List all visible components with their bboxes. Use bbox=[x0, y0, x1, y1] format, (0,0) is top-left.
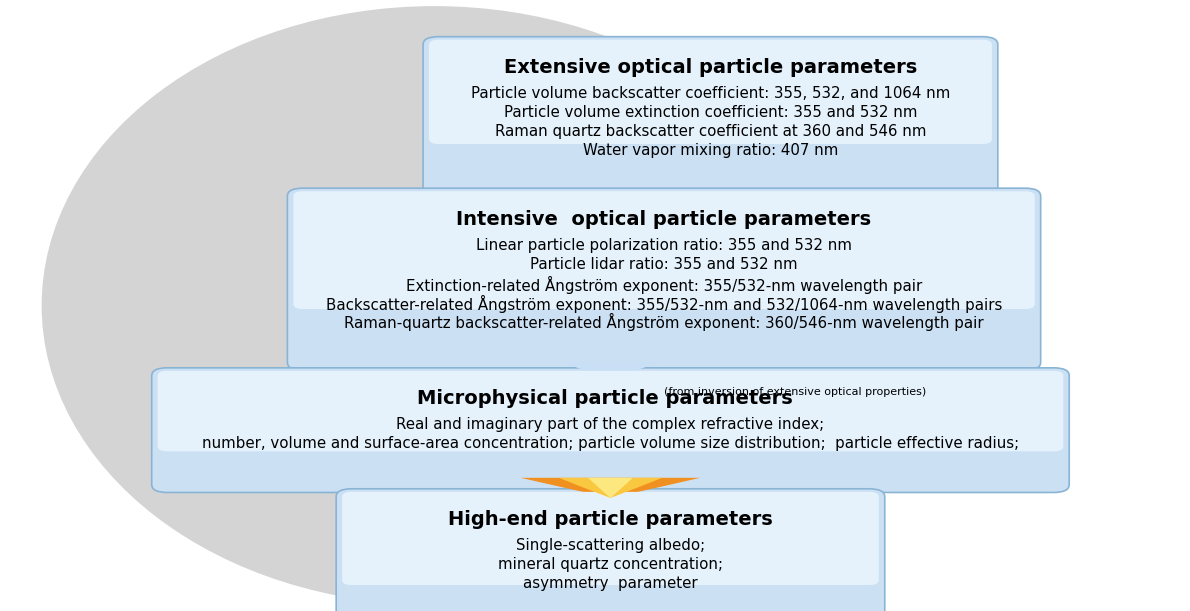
Text: Real and imaginary part of the complex refractive index;: Real and imaginary part of the complex r… bbox=[396, 417, 825, 433]
FancyBboxPatch shape bbox=[294, 191, 1035, 309]
FancyBboxPatch shape bbox=[152, 368, 1070, 492]
Polygon shape bbox=[519, 362, 702, 380]
Text: Extensive optical particle parameters: Extensive optical particle parameters bbox=[503, 58, 917, 77]
Polygon shape bbox=[477, 362, 744, 380]
FancyBboxPatch shape bbox=[343, 492, 878, 585]
Polygon shape bbox=[588, 478, 633, 498]
Text: Backscatter-related Ångström exponent: 355/532-nm and 532/1064-nm wavelength pai: Backscatter-related Ångström exponent: 3… bbox=[326, 295, 1002, 312]
Text: Water vapor mixing ratio: 407 nm: Water vapor mixing ratio: 407 nm bbox=[583, 143, 838, 158]
Text: Particle lidar ratio: 355 and 532 nm: Particle lidar ratio: 355 and 532 nm bbox=[531, 257, 797, 272]
Text: Raman-quartz backscatter-related Ångström exponent: 360/546-nm wavelength pair: Raman-quartz backscatter-related Ångströ… bbox=[344, 313, 984, 331]
Polygon shape bbox=[614, 194, 714, 213]
Text: mineral quartz concentration;: mineral quartz concentration; bbox=[497, 557, 724, 573]
Text: (from inversion of extensive optical properties): (from inversion of extensive optical pro… bbox=[664, 387, 926, 397]
Text: Particle volume extinction coefficient: 355 and 532 nm: Particle volume extinction coefficient: … bbox=[503, 105, 917, 120]
Text: Intensive  optical particle parameters: Intensive optical particle parameters bbox=[457, 210, 871, 229]
FancyBboxPatch shape bbox=[157, 371, 1064, 452]
Text: Extinction-related Ångström exponent: 355/532-nm wavelength pair: Extinction-related Ångström exponent: 35… bbox=[406, 276, 922, 293]
Polygon shape bbox=[455, 478, 766, 498]
Polygon shape bbox=[438, 478, 783, 498]
Text: Microphysical particle parameters: Microphysical particle parameters bbox=[416, 389, 793, 408]
FancyBboxPatch shape bbox=[422, 37, 998, 198]
Polygon shape bbox=[559, 478, 662, 498]
FancyBboxPatch shape bbox=[288, 188, 1040, 370]
Polygon shape bbox=[497, 194, 831, 213]
Text: Raman quartz backscatter coefficient at 360 and 546 nm: Raman quartz backscatter coefficient at … bbox=[495, 124, 926, 139]
Text: Single-scattering albedo;: Single-scattering albedo; bbox=[516, 538, 704, 554]
Polygon shape bbox=[560, 362, 660, 380]
Text: asymmetry  parameter: asymmetry parameter bbox=[524, 576, 697, 591]
Text: Particle volume backscatter coefficient: 355, 532, and 1064 nm: Particle volume backscatter coefficient:… bbox=[471, 86, 950, 101]
Text: number, volume and surface-area concentration; particle volume size distribution: number, volume and surface-area concentr… bbox=[202, 436, 1019, 452]
Polygon shape bbox=[531, 194, 797, 213]
Polygon shape bbox=[444, 362, 777, 380]
Text: High-end particle parameters: High-end particle parameters bbox=[449, 510, 772, 529]
FancyBboxPatch shape bbox=[336, 489, 885, 611]
Polygon shape bbox=[521, 478, 700, 498]
FancyBboxPatch shape bbox=[428, 40, 991, 144]
Polygon shape bbox=[487, 478, 734, 498]
Text: Linear particle polarization ratio: 355 and 532 nm: Linear particle polarization ratio: 355 … bbox=[476, 238, 852, 253]
Polygon shape bbox=[572, 194, 756, 213]
Ellipse shape bbox=[42, 6, 827, 605]
